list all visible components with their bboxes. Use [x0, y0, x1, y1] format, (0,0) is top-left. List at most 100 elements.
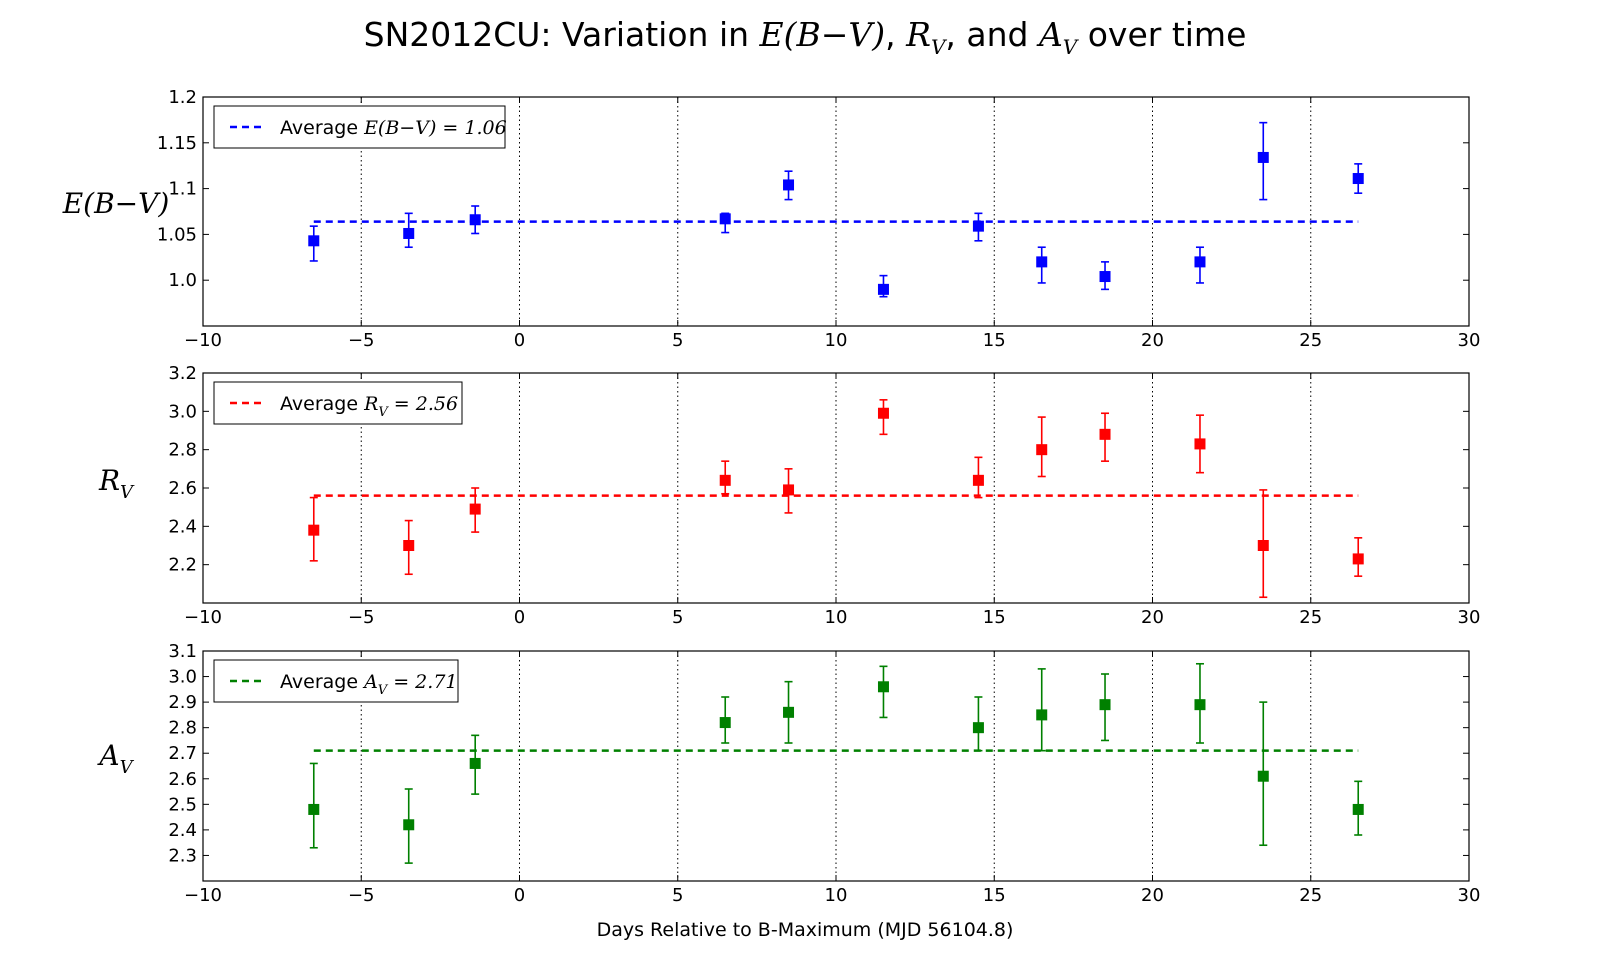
data-point — [1257, 540, 1269, 551]
data-point — [1036, 444, 1048, 456]
data-point — [1352, 173, 1364, 185]
data-point — [403, 819, 415, 831]
y-axis-label-main: A — [96, 739, 119, 772]
y-tick-label: 1.2 — [168, 87, 197, 108]
legend-text-part: Average — [280, 117, 364, 139]
legend-text-part: Average — [280, 671, 364, 693]
x-tick-label: 25 — [1299, 607, 1322, 628]
x-tick-label: 20 — [1141, 607, 1164, 628]
data-point — [972, 220, 984, 232]
y-tick-label: 3.1 — [168, 641, 197, 662]
legend-text-part: Average — [280, 393, 364, 415]
x-tick-label: 30 — [1458, 330, 1481, 351]
data-point — [877, 407, 889, 419]
y-tick-label: 2.5 — [168, 794, 197, 815]
x-tick-label: 5 — [672, 607, 683, 628]
chart-panel-2: −10 −5 0 5 10 15 20 25 302.22.42.62.83.03.2RVAve… — [98, 363, 1481, 628]
y-tick-label: 1.05 — [157, 224, 197, 245]
x-tick-label: 15 — [983, 885, 1006, 906]
legend-text: Average E(B−V) = 1.06 — [280, 117, 507, 139]
x-tick-label: 15 — [983, 330, 1006, 351]
legend-text-part: R — [363, 393, 378, 415]
legend-text-part: E(B−V) — [363, 117, 436, 139]
data-point — [1257, 770, 1269, 782]
chart-title-sep1: , — [885, 15, 906, 54]
data-point — [719, 717, 731, 729]
x-tick-label: 20 — [1141, 330, 1164, 351]
legend-text-part: V — [378, 405, 389, 420]
legend-box — [213, 105, 506, 149]
y-tick-label: 2.7 — [168, 743, 197, 764]
y-tick-label: 1.1 — [168, 179, 197, 200]
data-point — [1352, 803, 1364, 815]
legend-text-part: = 2.71 — [387, 671, 457, 693]
x-tick-label: −10 — [184, 330, 222, 351]
data-point — [1352, 553, 1364, 565]
x-tick-label: −10 — [184, 607, 222, 628]
chart-title: SN2012CU: Variation in E(B−V), RV, and A… — [364, 15, 1247, 59]
data-point — [1194, 438, 1206, 450]
y-tick-label: 2.8 — [168, 718, 197, 739]
data-point — [1194, 699, 1206, 711]
y-tick-label: 1.0 — [168, 270, 197, 291]
y-tick-label: 2.6 — [168, 769, 197, 790]
x-tick-label: −10 — [184, 885, 222, 906]
chart-panel-3: −10 −5 0 5 10 15 20 25 30 2.3 2.4 2.5 2.6 2.7 2.8 2.9 3.… — [96, 641, 1480, 906]
data-point — [972, 722, 984, 734]
data-point — [1036, 709, 1048, 721]
y-tick-label: 3.2 — [168, 363, 197, 384]
x-tick-label: 20 — [1141, 885, 1164, 906]
y-tick-label: 3.0 — [168, 667, 197, 688]
y-axis-label-main: E(B−V) — [62, 187, 170, 220]
data-point — [469, 503, 481, 515]
chart-title-rv: R — [905, 15, 931, 54]
data-point — [783, 484, 795, 496]
y-axis-label-main: R — [98, 464, 120, 497]
y-tick-label: 2.4 — [168, 820, 197, 841]
y-axis-label-sub: V — [120, 757, 135, 778]
data-point — [719, 213, 731, 225]
x-axis-label: Days Relative to B-Maximum (MJD 56104.8) — [597, 919, 1014, 941]
chart-title-ebv: E(B−V) — [759, 15, 886, 54]
data-point — [719, 474, 731, 486]
x-tick-label: 30 — [1458, 607, 1481, 628]
x-tick-label: 5 — [672, 885, 683, 906]
y-tick-label: 2.2 — [168, 555, 197, 576]
y-axis-label: AV — [96, 739, 134, 778]
x-tick-label: −5 — [348, 330, 375, 351]
y-tick-label: 2.6 — [168, 478, 197, 499]
data-point — [403, 540, 415, 551]
data-point — [308, 803, 320, 815]
data-point — [783, 179, 795, 191]
y-axis-label: RV — [98, 464, 135, 503]
data-point — [972, 474, 984, 486]
x-tick-label: −5 — [348, 607, 375, 628]
x-tick-label: 10 — [825, 885, 848, 906]
x-tick-label: 30 — [1458, 885, 1481, 906]
x-tick-label: 0 — [514, 330, 525, 351]
y-axis-label: E(B−V) — [62, 187, 170, 220]
data-point — [469, 757, 481, 769]
x-tick-label: 25 — [1299, 330, 1322, 351]
data-point — [877, 283, 889, 295]
y-tick-label: 2.3 — [168, 845, 197, 866]
chart-title-rv-sub: V — [931, 35, 948, 59]
x-tick-label: 10 — [825, 607, 848, 628]
y-tick-label: 3.0 — [168, 401, 197, 422]
y-tick-label: 2.4 — [168, 516, 197, 537]
data-point — [403, 227, 415, 239]
x-tick-label: 15 — [983, 607, 1006, 628]
chart-title-av: A — [1036, 15, 1063, 54]
x-tick-label: 25 — [1299, 885, 1322, 906]
data-point — [1194, 256, 1206, 268]
legend-text-part: A — [362, 671, 378, 693]
data-point — [877, 681, 889, 693]
legend-text: Average AV = 2.71 — [280, 671, 458, 698]
data-point — [1099, 271, 1111, 283]
legend-text-part: = 2.56 — [388, 393, 458, 415]
y-tick-label: 2.8 — [168, 440, 197, 461]
x-tick-label: 0 — [514, 885, 525, 906]
data-point — [308, 235, 320, 247]
data-point — [1099, 699, 1111, 711]
